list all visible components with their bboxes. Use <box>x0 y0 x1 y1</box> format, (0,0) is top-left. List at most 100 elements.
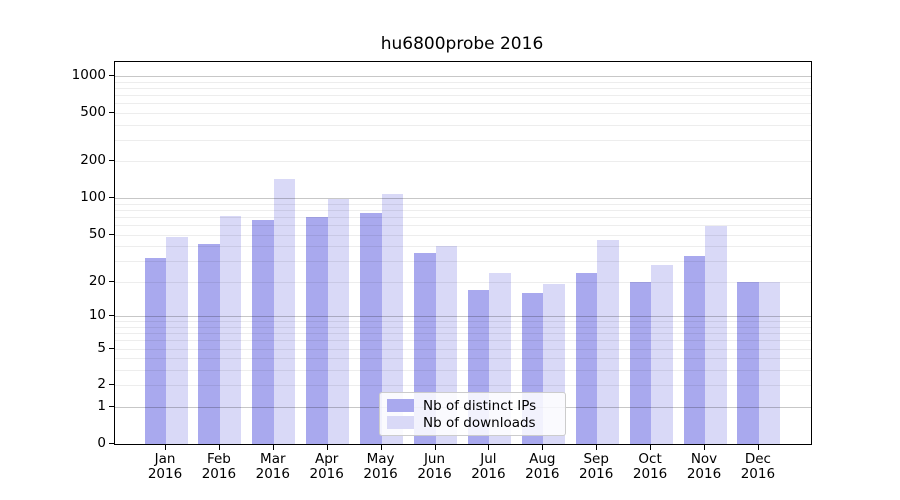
x-tick-year: 2016 <box>525 466 560 482</box>
x-tick-year: 2016 <box>417 466 452 482</box>
y-tick-mark <box>109 111 114 113</box>
bar-distinct-ips-may <box>360 212 382 444</box>
gridline-major <box>115 198 811 200</box>
x-tick-mark <box>704 445 705 450</box>
x-tick-mark <box>650 445 652 450</box>
x-tick-year: 2016 <box>686 466 722 482</box>
x-tick-mark <box>488 445 490 450</box>
y-tick-label-10: 10 <box>88 307 106 324</box>
gridline-minor <box>115 340 811 342</box>
bar-downloads-dec <box>758 281 781 444</box>
x-tick-month: Mar <box>260 451 286 467</box>
gridline-minor <box>115 281 811 283</box>
y-tick-mark <box>109 406 114 408</box>
bar-distinct-ips-feb <box>198 243 220 444</box>
gridline-minor <box>115 161 811 163</box>
x-tick-month: Jun <box>423 451 446 467</box>
y-tick-label-500: 500 <box>80 103 106 120</box>
gridline-minor <box>115 333 811 335</box>
x-tick-year: 2016 <box>147 466 183 482</box>
y-tick-label-1: 1 <box>97 398 106 415</box>
x-tick-label-sep: Sep 2016 <box>568 452 624 482</box>
x-tick-month: Nov <box>690 451 718 467</box>
x-tick-year: 2016 <box>255 466 290 482</box>
bar-downloads-jan <box>166 236 188 444</box>
bar-distinct-ips-sep <box>575 272 598 444</box>
x-tick-label-mar: Mar 2016 <box>245 452 301 482</box>
x-tick-mark <box>326 445 328 450</box>
x-tick-month: Jan <box>154 451 176 467</box>
x-tick-mark <box>542 445 544 450</box>
bar-downloads-may <box>381 194 404 444</box>
x-tick-mark <box>434 445 436 450</box>
x-tick-label-dec: Dec 2016 <box>730 452 786 482</box>
bar-distinct-ips-oct <box>629 281 652 444</box>
x-tick-year: 2016 <box>363 466 398 482</box>
gridline-minor <box>115 234 811 236</box>
x-tick-mark <box>757 445 759 450</box>
x-tick-label-aug: Aug 2016 <box>514 452 570 482</box>
bar-downloads-mar <box>273 179 296 444</box>
y-tick-mark <box>109 197 114 199</box>
gridline-minor <box>115 81 811 83</box>
x-tick-mark <box>272 445 274 450</box>
gridline-minor <box>115 94 811 96</box>
x-tick-month: Feb <box>206 451 231 467</box>
x-tick-year: 2016 <box>201 466 237 482</box>
x-tick-mark <box>380 445 382 450</box>
y-tick-label-5: 5 <box>97 339 106 356</box>
x-tick-year: 2016 <box>740 466 776 482</box>
chart-title: hu6800probe 2016 <box>380 34 544 54</box>
y-tick-label-1000: 1000 <box>71 66 106 83</box>
x-tick-year: 2016 <box>309 466 344 482</box>
x-tick-label-nov: Nov 2016 <box>676 452 732 482</box>
x-tick-month: Jul <box>480 451 497 467</box>
x-tick-year: 2016 <box>471 466 506 482</box>
x-tick-month: May <box>366 451 395 467</box>
x-tick-year: 2016 <box>632 466 668 482</box>
legend-swatch-downloads <box>387 416 414 429</box>
y-tick-label-100: 100 <box>80 189 106 206</box>
x-tick-mark <box>596 445 598 450</box>
bar-distinct-ips-mar <box>252 220 274 444</box>
x-tick-label-jan: Jan 2016 <box>137 452 193 482</box>
y-tick-label-200: 200 <box>80 152 106 169</box>
x-tick-month: Dec <box>744 451 771 467</box>
gridline-minor <box>115 112 811 114</box>
legend-swatch-distinct-ips <box>387 399 414 412</box>
y-tick-mark <box>109 384 114 386</box>
y-tick-mark <box>109 347 114 349</box>
x-tick-label-may: May 2016 <box>353 452 409 482</box>
legend-row-downloads: Nb of downloads <box>387 415 558 431</box>
gridline-minor <box>115 385 811 387</box>
bar-downloads-feb <box>219 216 242 444</box>
legend-row-distinct-ips: Nb of distinct IPs <box>387 398 558 414</box>
y-tick-label-2: 2 <box>97 376 106 393</box>
plot-area: Nb of distinct IPs Nb of downloads <box>114 61 812 445</box>
gridline-minor <box>115 124 811 126</box>
y-tick-label-20: 20 <box>88 272 106 289</box>
gridline-minor <box>115 203 811 205</box>
gridline-minor <box>115 326 811 328</box>
x-tick-mark <box>165 445 166 450</box>
legend: Nb of distinct IPs Nb of downloads <box>379 392 566 436</box>
x-tick-month: Apr <box>315 451 339 467</box>
x-tick-month: Oct <box>638 451 662 467</box>
gridline-minor <box>115 321 811 323</box>
y-tick-mark <box>109 443 114 444</box>
x-tick-label-jul: Jul 2016 <box>460 452 516 482</box>
bar-distinct-ips-jan <box>144 257 166 444</box>
x-tick-label-feb: Feb 2016 <box>191 452 247 482</box>
gridline-minor <box>115 246 811 248</box>
x-tick-mark <box>218 445 220 450</box>
y-tick-label-0: 0 <box>97 435 106 451</box>
gridline-major <box>115 75 811 77</box>
legend-label-distinct-ips: Nb of distinct IPs <box>423 397 537 414</box>
x-tick-label-apr: Apr 2016 <box>299 452 355 482</box>
y-tick-mark <box>109 315 114 317</box>
bar-distinct-ips-apr <box>306 216 328 444</box>
gridline-minor <box>115 103 811 105</box>
bar-downloads-apr <box>327 199 350 444</box>
y-tick-mark <box>109 74 114 76</box>
gridline-minor <box>115 139 811 141</box>
